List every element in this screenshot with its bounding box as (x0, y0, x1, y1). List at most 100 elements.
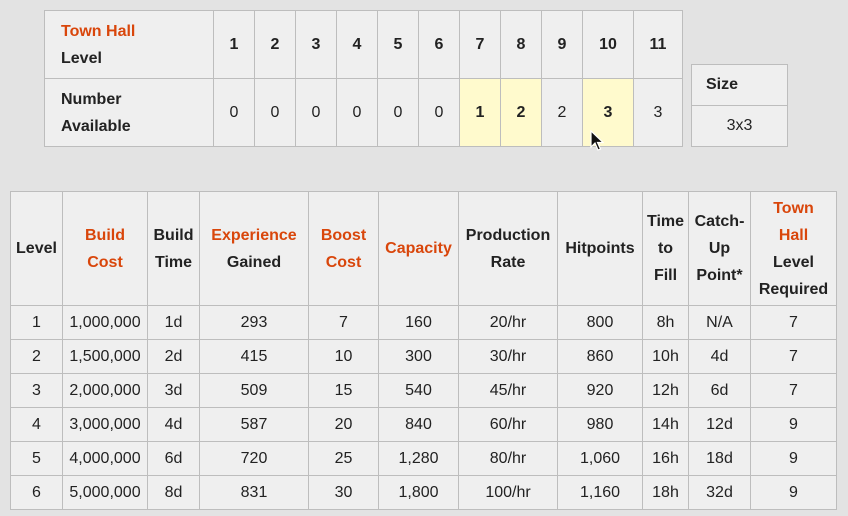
table-cell: 100/hr (458, 475, 558, 510)
table-cell: 8h (642, 305, 689, 340)
size-table: Size 3x3 (691, 64, 788, 147)
table-cell: 6d (147, 441, 200, 476)
table-cell: 2d (147, 339, 200, 374)
table-cell: 45/hr (458, 373, 558, 408)
building-stats-table: Level Build Cost Build Time Experience Gain… (10, 191, 837, 510)
header-build-time: Build Time (147, 191, 200, 306)
header-text: Gained (226, 253, 282, 271)
table-cell: 9 (750, 407, 837, 442)
table-cell: 16h (642, 441, 689, 476)
table-cell: 5 (10, 441, 63, 476)
available-cell: 3 (633, 78, 683, 147)
available-cell: 0 (377, 78, 419, 147)
table-cell: 18d (688, 441, 751, 476)
table-cell: 4 (10, 407, 63, 442)
town-hall-level-cell: 3 (295, 10, 337, 79)
table-cell: 7 (750, 305, 837, 340)
table-cell: 587 (199, 407, 309, 442)
table-cell: 15 (308, 373, 379, 408)
header-text: Town (773, 199, 814, 217)
table-cell: 30 (308, 475, 379, 510)
table-cell: 840 (378, 407, 459, 442)
header-text: Point* (696, 267, 743, 284)
table-cell: 920 (557, 373, 643, 408)
table-cell: 5,000,000 (62, 475, 148, 510)
town-hall-availability-table: Town Hall Level 1 2 3 4 5 6 7 8 9 10 11 … (44, 10, 683, 147)
table-cell: 1,160 (557, 475, 643, 510)
table-cell: 1,800 (378, 475, 459, 510)
table-cell: 980 (557, 407, 643, 442)
header-text: Boost (320, 226, 367, 244)
town-hall-level-cell: 7 (459, 10, 501, 79)
table-cell: 6d (688, 373, 751, 408)
table-cell: 8d (147, 475, 200, 510)
header-capacity: Capacity (378, 191, 459, 306)
header-text: to (657, 240, 674, 257)
header-text: Fill (653, 267, 678, 284)
table-cell: 1,280 (378, 441, 459, 476)
table-cell: 1,500,000 (62, 339, 148, 374)
header-text: Rate (490, 253, 526, 271)
table-cell: 20 (308, 407, 379, 442)
town-hall-level-cell: 1 (213, 10, 255, 79)
arrow-cursor-icon (590, 130, 604, 151)
table-cell: 300 (378, 339, 459, 374)
town-hall-level-cell: 11 (633, 10, 683, 79)
table-cell: 3 (10, 373, 63, 408)
header-text: Required (758, 280, 829, 298)
town-hall-level-cell: 6 (418, 10, 460, 79)
town-hall-level-row: Town Hall Level 1 2 3 4 5 6 7 8 9 10 11 (44, 10, 683, 79)
available-cell-highlighted: 1 (459, 78, 501, 147)
table-cell: 7 (750, 339, 837, 374)
table-cell: 7 (750, 373, 837, 408)
table-cell: 2 (10, 339, 63, 374)
table-cell: 293 (199, 305, 309, 340)
header-text: Hall (778, 226, 809, 244)
table-cell: 1 (10, 305, 63, 340)
header-production-rate: Production Rate (458, 191, 558, 306)
header-text: Catch- (694, 213, 745, 230)
table-cell: 415 (199, 339, 309, 374)
table-row: 2 1,500,000 2d 415 10 300 30/hr 860 10h 4d 7 (10, 339, 837, 374)
table-cell: 30/hr (458, 339, 558, 374)
table-cell: 7 (308, 305, 379, 340)
header-text: Production (465, 226, 551, 244)
town-hall-level-header: Town Hall Level (44, 10, 214, 79)
table-cell: N/A (688, 305, 751, 340)
table-cell: 25 (308, 441, 379, 476)
header-text: Time (154, 253, 193, 271)
number-available-header: Number Available (44, 78, 214, 147)
table-cell: 160 (378, 305, 459, 340)
header-text: Hitpoints (565, 240, 635, 257)
table-cell: 831 (199, 475, 309, 510)
table-cell: 1,060 (557, 441, 643, 476)
town-hall-level-cell: 8 (500, 10, 542, 79)
town-hall-level-cell: 10 (582, 10, 634, 79)
header-text: Up (708, 240, 731, 257)
header-text: Level (773, 253, 814, 271)
header-text: Cost (87, 253, 123, 271)
table-cell: 800 (557, 305, 643, 340)
header-level: Level (10, 191, 63, 306)
table-cell: 4d (688, 339, 751, 374)
size-value: 3x3 (691, 105, 788, 147)
available-cell: 0 (213, 78, 255, 147)
table-cell: 80/hr (458, 441, 558, 476)
number-available-row: Number Available 0 0 0 0 0 0 1 2 2 3 3 (44, 78, 683, 147)
available-cell: 0 (418, 78, 460, 147)
header-time-to-fill: Time to Fill (642, 191, 689, 306)
table-cell: 540 (378, 373, 459, 408)
table-cell: 12d (688, 407, 751, 442)
town-hall-level-cell: 9 (541, 10, 583, 79)
table-cell: 12h (642, 373, 689, 408)
table-cell: 860 (557, 339, 643, 374)
town-hall-level-cell: 2 (254, 10, 296, 79)
table-row: 6 5,000,000 8d 831 30 1,800 100/hr 1,160 18h 32d 9 (10, 475, 837, 510)
available-cell: 2 (541, 78, 583, 147)
header-text: Time (646, 213, 685, 230)
table-row: 4 3,000,000 4d 587 20 840 60/hr 980 14h 12d 9 (10, 407, 837, 442)
table-cell: 20/hr (458, 305, 558, 340)
available-label: Available (61, 117, 131, 135)
table-row: 5 4,000,000 6d 720 25 1,280 80/hr 1,060 16h 18d 9 (10, 441, 837, 476)
table-cell: 3d (147, 373, 200, 408)
